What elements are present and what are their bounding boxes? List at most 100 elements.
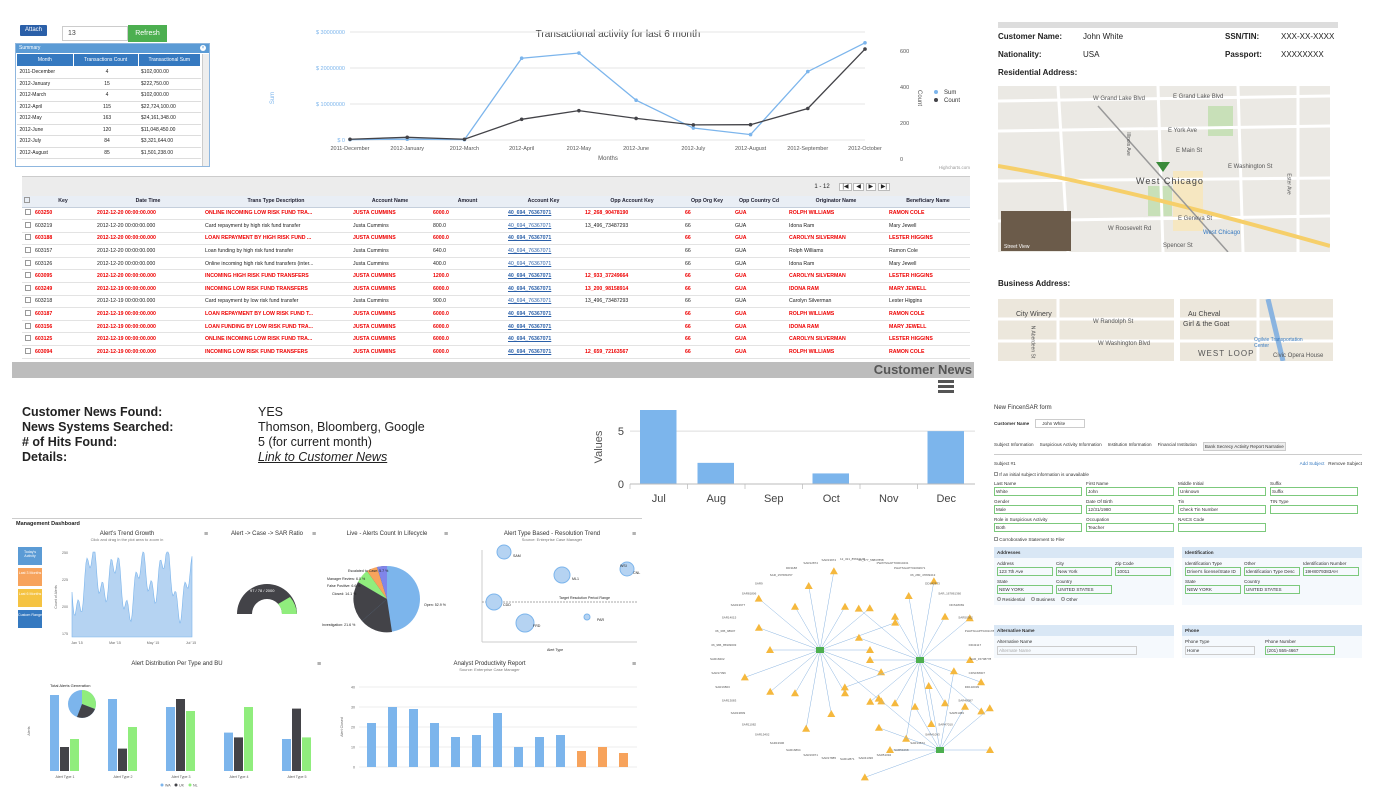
- grid-cell[interactable]: 603250: [32, 207, 94, 221]
- grid-cell[interactable]: 40_694_76367071: [505, 345, 582, 359]
- remove-subject-button[interactable]: Remove Subject: [1328, 461, 1362, 466]
- bu-bar[interactable]: [234, 737, 243, 771]
- attach-button[interactable]: Attach: [20, 25, 47, 36]
- summary-col-1[interactable]: Transactions Count: [72, 53, 139, 67]
- alert-node-icon[interactable]: [891, 612, 899, 620]
- grid-cell[interactable]: 40_694_76367071: [505, 332, 582, 347]
- grid-row[interactable]: 603157 2012-12-20 00:00:00.000 Loan fundin…: [22, 244, 970, 258]
- grid-cell[interactable]: 603156: [32, 320, 94, 334]
- bu-bar[interactable]: [224, 732, 233, 771]
- bar-oct[interactable]: [812, 473, 850, 484]
- series-point[interactable]: [519, 56, 524, 60]
- range-button-1[interactable]: Last 3 Months: [18, 568, 42, 586]
- bu-bar[interactable]: [302, 737, 311, 771]
- alert-node-icon[interactable]: [911, 702, 919, 710]
- bu-bar[interactable]: [166, 707, 175, 771]
- grid-col-10[interactable]: Beneficiary Name: [886, 196, 970, 208]
- analyst-bar[interactable]: [388, 707, 397, 767]
- summary-row[interactable]: 2012-July 84 $3,321,644.00: [16, 135, 201, 148]
- analyst-bar[interactable]: [493, 713, 502, 767]
- series-point[interactable]: [863, 41, 867, 45]
- analyst-bar[interactable]: [409, 709, 418, 767]
- summary-col-2[interactable]: Transactional Sum: [137, 53, 202, 67]
- analyst-bar[interactable]: [514, 747, 523, 767]
- alert-node-icon[interactable]: [866, 697, 875, 705]
- sar-field-input[interactable]: Driver's license/State ID: [1185, 567, 1241, 576]
- grid-col-3[interactable]: Account Name: [350, 196, 430, 208]
- grid-row[interactable]: 603095 2012-12-20 00:00:00.000 INCOMING HI…: [22, 269, 970, 284]
- grid-cell[interactable]: 603157: [32, 244, 94, 258]
- alert-node-icon[interactable]: [977, 707, 986, 715]
- grid-cell[interactable]: 603095: [32, 269, 94, 284]
- alt-name-input[interactable]: Alternate Name: [997, 646, 1137, 655]
- series-point[interactable]: [634, 116, 638, 121]
- bu-bar[interactable]: [186, 711, 195, 771]
- grid-row[interactable]: 603187 2012-12-19 00:00:00.000 LOAN REPAYM…: [22, 307, 970, 321]
- grid-cell[interactable]: 603218: [32, 295, 94, 309]
- close-icon[interactable]: ×: [200, 45, 206, 51]
- grid-cell[interactable]: 603188: [32, 232, 94, 246]
- grid-row[interactable]: 603156 2012-12-19 00:00:00.000 LOAN FUNDIN…: [22, 320, 970, 334]
- bar-dec[interactable]: [927, 431, 965, 484]
- summary-row[interactable]: 2012-June 120 $11,048,450.00: [16, 124, 201, 136]
- alert-node-icon[interactable]: [829, 567, 838, 575]
- alert-node-icon[interactable]: [941, 612, 949, 620]
- series-point[interactable]: [691, 123, 696, 127]
- grid-row[interactable]: 603219 2012-12-20 00:00:00.000 Card repaym…: [22, 219, 970, 233]
- analyst-bar[interactable]: [472, 735, 481, 767]
- sar-tab-3[interactable]: Financial Institution: [1157, 442, 1197, 447]
- alert-node-icon[interactable]: [866, 656, 874, 663]
- grid-cell[interactable]: 40_694_76367071: [505, 207, 582, 221]
- sar-field-input[interactable]: 12/31/1980: [1086, 505, 1174, 514]
- range-button-0[interactable]: Today's Activity: [18, 547, 42, 565]
- analyst-bar[interactable]: [451, 737, 460, 767]
- business-map[interactable]: City Winery W Randolph St Au Cheval Girl…: [998, 299, 1333, 361]
- analyst-bar[interactable]: [577, 751, 586, 767]
- grid-row[interactable]: 603094 2012-12-19 00:00:00.000 INCOMING LO…: [22, 345, 970, 359]
- account-input[interactable]: 13: [62, 26, 128, 41]
- alert-node-icon[interactable]: [941, 699, 949, 707]
- grid-col-9[interactable]: Originator Name: [786, 196, 886, 208]
- corroborative-checkbox[interactable]: [994, 537, 998, 541]
- alert-node-icon[interactable]: [766, 687, 775, 695]
- sar-field-input[interactable]: [1178, 523, 1266, 532]
- bu-bar[interactable]: [244, 707, 253, 771]
- bu-bar[interactable]: [128, 727, 137, 771]
- grid-col-5[interactable]: Account Key: [505, 196, 582, 208]
- sar-field-input[interactable]: NEW YORK: [997, 585, 1053, 594]
- sar-field-input[interactable]: 19H8079383AH: [1303, 567, 1359, 576]
- alert-node-icon[interactable]: [927, 720, 936, 728]
- bu-bar[interactable]: [282, 739, 291, 771]
- sar-tab-0[interactable]: Subject Information: [994, 442, 1034, 447]
- alert-node-icon[interactable]: [766, 646, 774, 653]
- address-type-radio[interactable]: Residential: [997, 597, 1025, 602]
- row-checkbox[interactable]: [22, 232, 32, 246]
- bar-aug[interactable]: [697, 462, 735, 484]
- grid-cell[interactable]: 40_694_76367071: [505, 232, 582, 246]
- grid-col-6[interactable]: Opp Account Key: [582, 196, 682, 208]
- sar-field-input[interactable]: John: [1086, 487, 1174, 496]
- alert-node-icon[interactable]: [891, 699, 899, 707]
- bu-bar[interactable]: [118, 748, 127, 771]
- pie-menu-icon[interactable]: ≡: [444, 531, 449, 538]
- grid-cell[interactable]: 40_694_76367071: [505, 257, 582, 271]
- sar-field-input[interactable]: [1270, 505, 1358, 514]
- summary-row[interactable]: 2012-April 115 $22,724,100.00: [16, 101, 201, 113]
- bar-jul[interactable]: [640, 410, 677, 484]
- prev-page-icon[interactable]: ◀: [853, 183, 864, 191]
- alert-node-icon[interactable]: [965, 614, 974, 622]
- alert-node-icon[interactable]: [874, 723, 883, 731]
- grid-row[interactable]: 603218 2012-12-19 00:00:00.000 Card repaym…: [22, 295, 970, 309]
- summary-row[interactable]: 2012-January 15 $222,750.00: [16, 78, 201, 90]
- alert-node-icon[interactable]: [966, 656, 974, 663]
- sar-field-input[interactable]: White: [994, 487, 1082, 496]
- series-point[interactable]: [748, 132, 753, 137]
- grid-cell[interactable]: 40_694_76367071: [505, 320, 582, 334]
- range-button-2[interactable]: Last 6 Months: [18, 589, 42, 607]
- first-page-icon[interactable]: |◀: [839, 183, 852, 191]
- grid-cell[interactable]: 603219: [32, 219, 94, 233]
- alert-node-icon[interactable]: [841, 602, 849, 610]
- series-point[interactable]: [748, 122, 753, 127]
- entity-network-graph[interactable]: SAR_15708778 CDS158007 DD132039 SAR48097 SAR…: [680, 540, 1000, 785]
- grid-cell[interactable]: 40_694_76367071: [505, 219, 582, 233]
